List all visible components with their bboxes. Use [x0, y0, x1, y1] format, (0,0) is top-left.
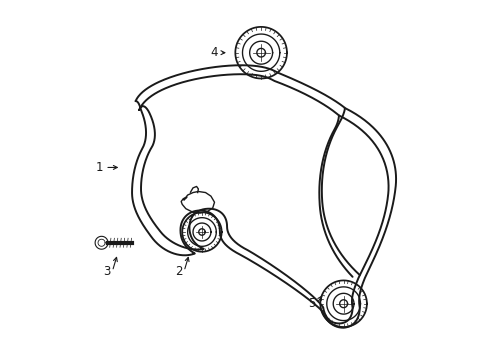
Text: 3: 3 — [103, 265, 111, 278]
Text: 1: 1 — [96, 161, 103, 174]
Text: 4: 4 — [211, 46, 218, 59]
Text: 2: 2 — [175, 265, 182, 278]
Text: 5: 5 — [308, 297, 315, 310]
